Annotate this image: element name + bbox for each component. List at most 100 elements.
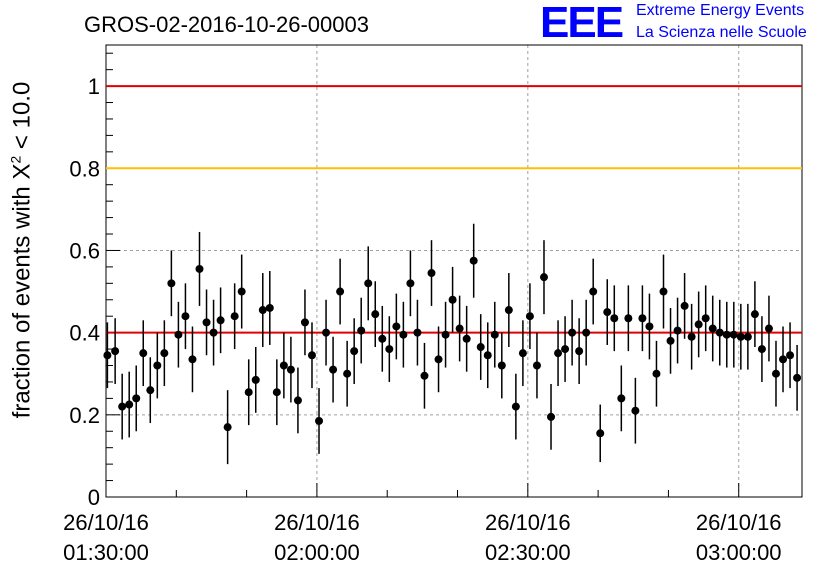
data-point	[497, 361, 506, 370]
data-point	[547, 412, 556, 421]
data-point	[750, 310, 759, 319]
data-point	[673, 326, 682, 335]
plot-frame	[105, 44, 803, 498]
data-point	[392, 322, 401, 331]
data-point	[596, 429, 605, 438]
data-point	[652, 369, 661, 378]
logo-line-1: Extreme Energy Events	[636, 2, 805, 19]
data-point	[659, 287, 668, 296]
data-point	[568, 328, 577, 337]
data-point	[575, 347, 584, 356]
data-point	[350, 347, 359, 356]
data-point	[300, 318, 309, 327]
data-point	[764, 324, 773, 333]
data-point	[286, 365, 295, 374]
data-point	[554, 349, 563, 358]
data-point	[153, 361, 162, 370]
data-point	[427, 269, 436, 278]
x-tick-label-date: 26/10/16	[63, 510, 149, 535]
x-tick-label-date: 26/10/16	[274, 510, 360, 535]
eee-logo: EEE Extreme Energy Events La Scienza nel…	[540, 0, 830, 47]
data-point	[645, 322, 654, 331]
data-point	[209, 328, 218, 337]
data-point	[188, 355, 197, 364]
y-tick-label: 0.2	[69, 403, 100, 428]
data-point	[293, 396, 302, 405]
data-point	[757, 345, 766, 354]
y-tick-label: 0.8	[69, 156, 100, 181]
data-point	[357, 326, 366, 335]
data-point	[582, 328, 591, 337]
data-point	[307, 351, 316, 360]
data-point	[469, 256, 478, 265]
data-point	[265, 303, 274, 312]
chart-title: GROS-02-2016-10-26-00003	[84, 12, 369, 37]
data-point	[771, 369, 780, 378]
data-point	[174, 330, 183, 339]
data-point	[160, 349, 169, 358]
data-point	[132, 394, 141, 403]
data-point	[736, 332, 745, 341]
data-point	[610, 314, 619, 323]
data-point	[258, 306, 267, 315]
data-point	[181, 312, 190, 321]
x-tick-label-date: 26/10/16	[696, 510, 782, 535]
data-point	[167, 279, 176, 288]
data-point	[329, 365, 338, 374]
data-point	[111, 347, 120, 356]
data-point	[518, 349, 527, 358]
data-point	[230, 312, 239, 321]
data-point	[441, 330, 450, 339]
data-point	[118, 402, 127, 411]
data-point	[315, 416, 324, 425]
data-point	[539, 273, 548, 282]
data-point	[244, 388, 253, 397]
logo-line-2: La Scienza nelle Scuole	[636, 24, 807, 41]
data-point	[511, 402, 520, 411]
y-tick-label: 0.4	[69, 321, 100, 346]
data-point	[694, 320, 703, 329]
x-tick-label-time: 02:30:00	[485, 540, 571, 565]
data-point	[638, 314, 647, 323]
data-point	[371, 310, 380, 319]
data-point	[483, 351, 492, 360]
data-point	[504, 306, 513, 315]
data-point	[462, 334, 471, 343]
data-point	[343, 369, 352, 378]
y-tick-label: 1	[88, 74, 100, 99]
data-point	[786, 351, 795, 360]
data-point	[476, 343, 485, 352]
data-point	[708, 324, 717, 333]
data-point	[561, 345, 570, 354]
data-point	[237, 287, 246, 296]
data-point	[378, 334, 387, 343]
x-tick-label-time: 01:30:00	[63, 540, 149, 565]
data-point	[793, 373, 802, 382]
eee-logo-mark: EEE	[540, 0, 624, 47]
data-point	[139, 349, 148, 358]
data-point	[399, 330, 408, 339]
data-point	[223, 423, 232, 432]
data-point	[146, 386, 155, 395]
data-point	[434, 355, 443, 364]
data-point	[631, 406, 640, 415]
data-point	[666, 336, 675, 345]
data-point	[701, 314, 710, 323]
x-tick-label-date: 26/10/16	[485, 510, 571, 535]
data-point	[687, 332, 696, 341]
data-point	[617, 394, 626, 403]
data-point	[532, 361, 541, 370]
data-point	[125, 400, 134, 409]
data-point	[322, 328, 331, 337]
data-point	[680, 301, 689, 310]
data-point	[385, 345, 394, 354]
data-point	[603, 308, 612, 317]
y-tick-label: 0.6	[69, 238, 100, 263]
data-point	[525, 312, 534, 321]
data-point	[779, 355, 788, 364]
data-point	[589, 287, 598, 296]
data-point	[624, 314, 633, 323]
data-point	[743, 332, 752, 341]
data-point	[336, 287, 345, 296]
